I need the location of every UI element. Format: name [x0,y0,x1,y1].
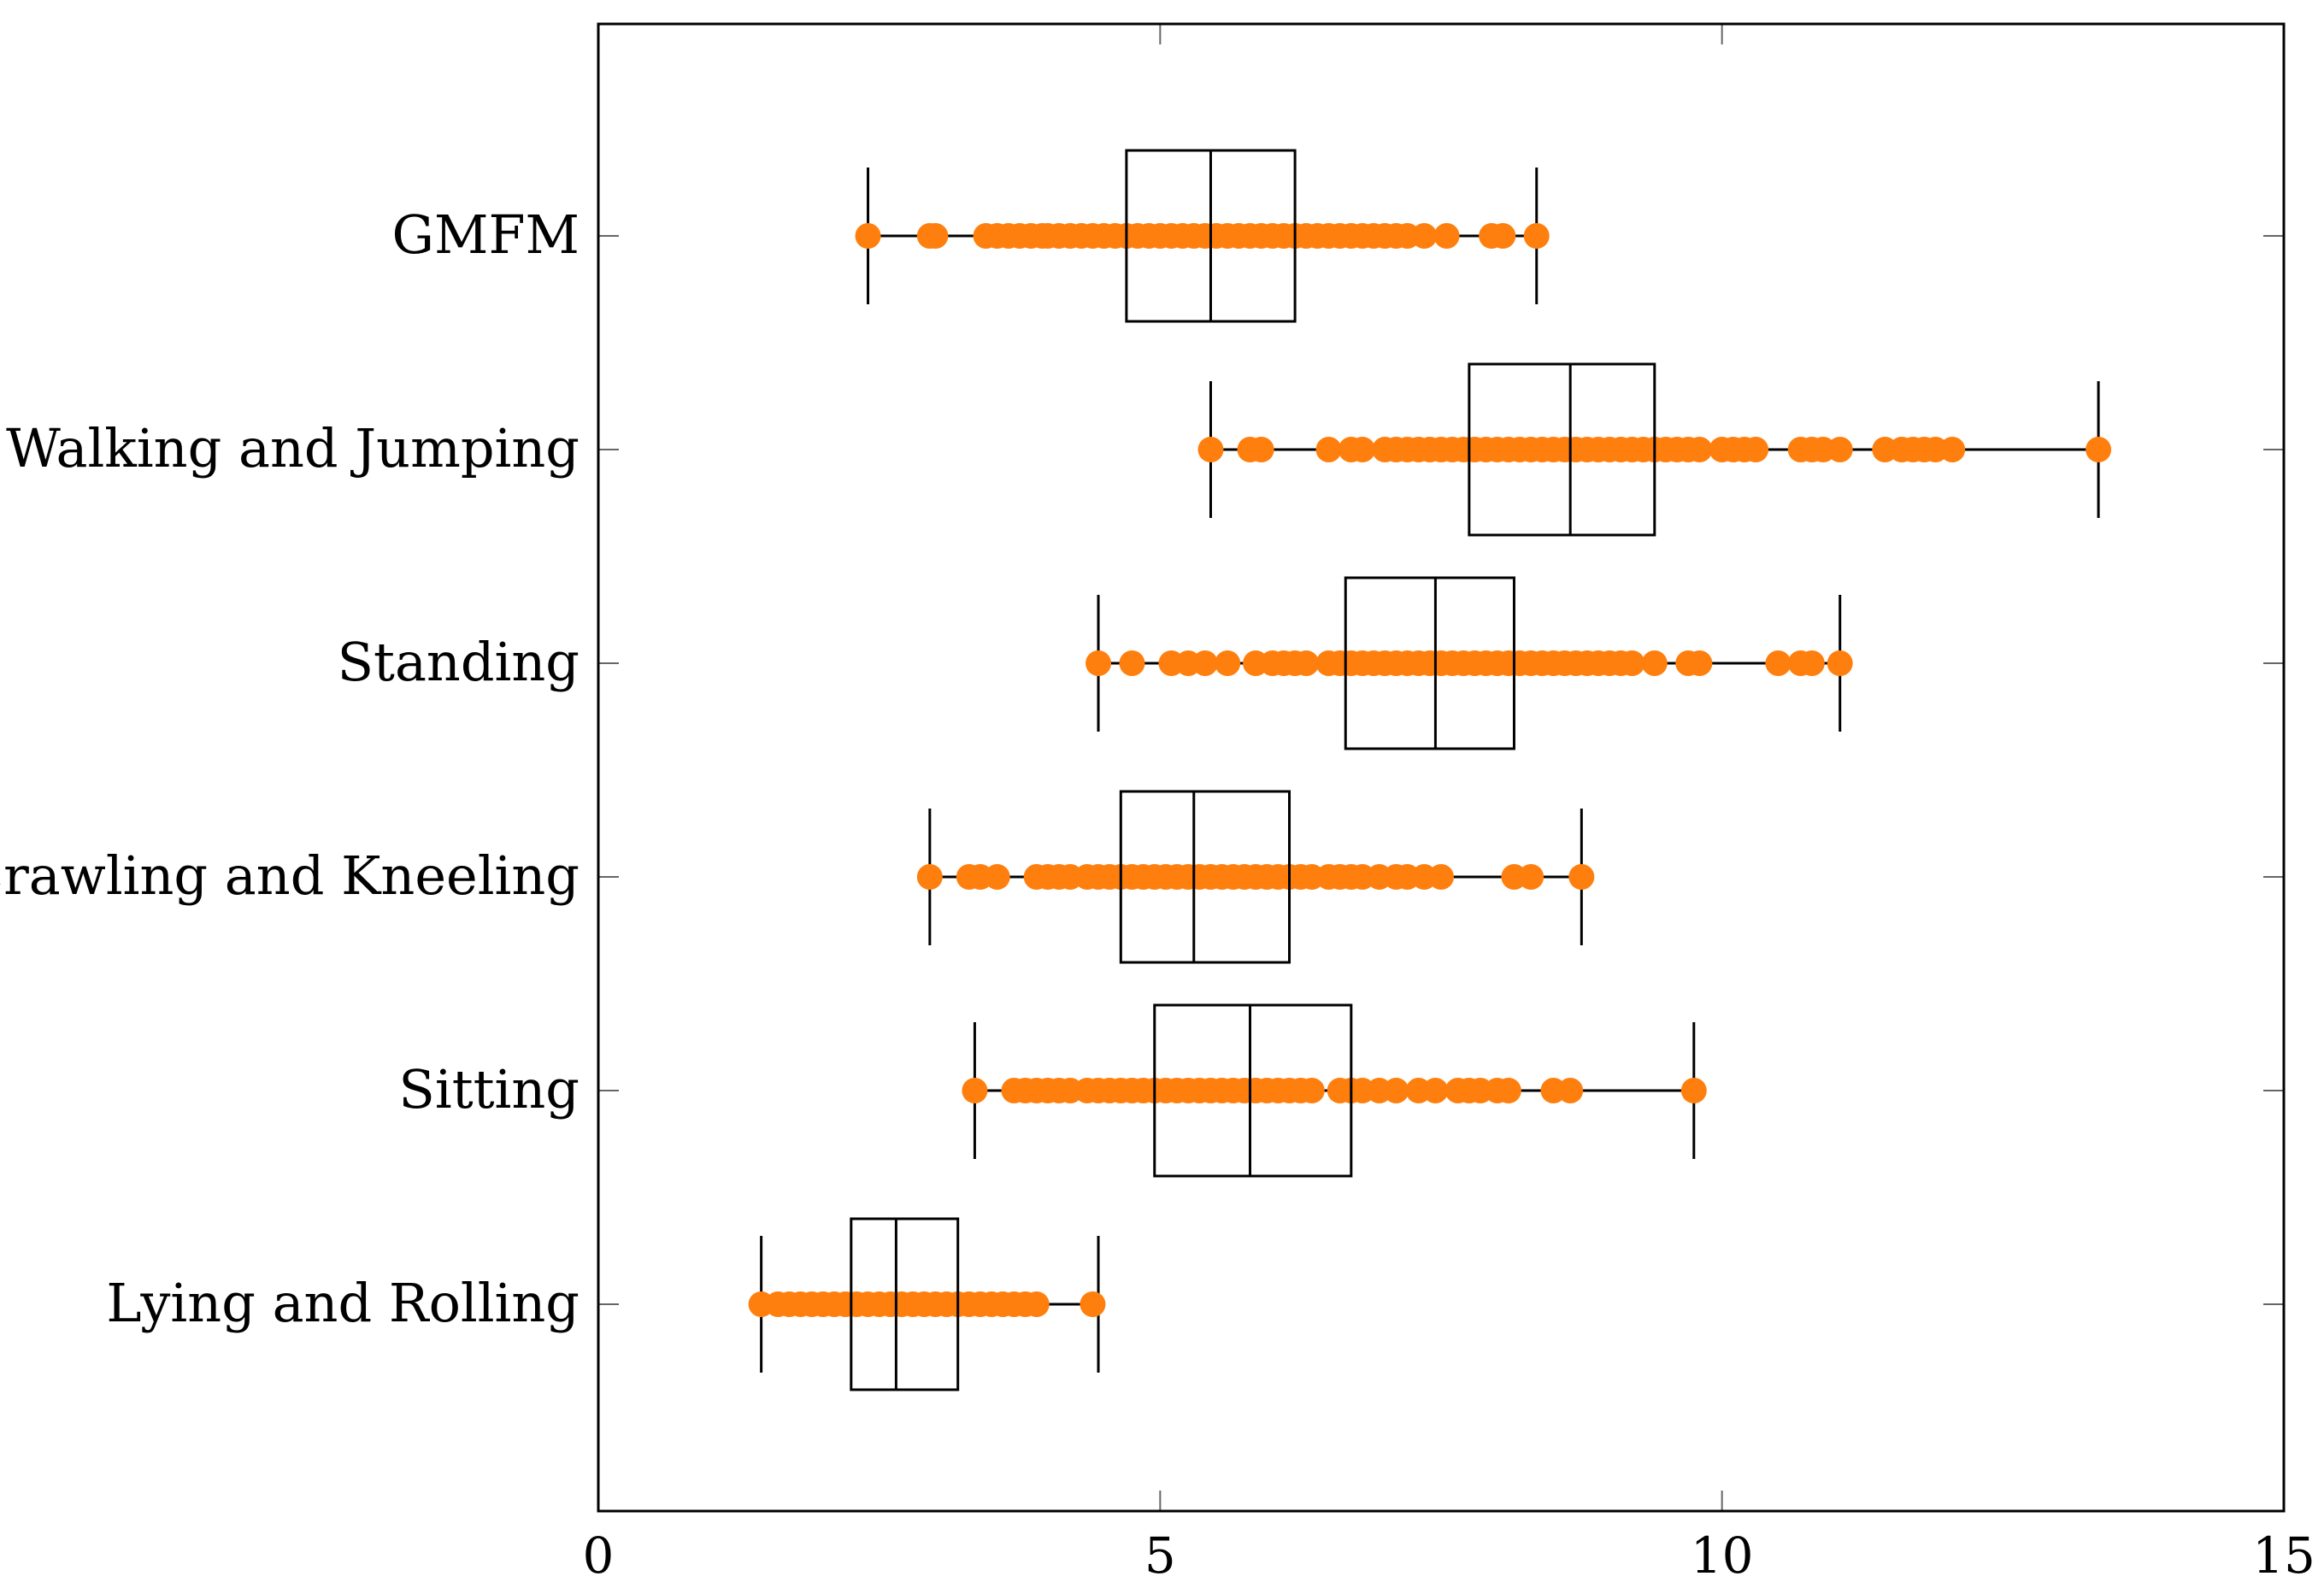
category-label: Sitting [398,1058,580,1120]
data-point [1349,437,1375,462]
data-point [1428,864,1454,890]
data-point [1248,437,1274,462]
box-group [916,790,1595,964]
data-point [1680,1078,1707,1103]
data-point [1119,650,1145,676]
data-point [1765,650,1792,676]
box-group [748,1217,1106,1391]
data-point [1490,223,1516,249]
data-point [1023,1291,1050,1317]
data-point [1523,223,1550,249]
data-point [984,864,1010,890]
data-point [1568,864,1595,890]
data-point [1827,437,1853,462]
data-point [1080,1291,1106,1317]
data-point [1298,1078,1325,1103]
data-point [1686,650,1713,676]
data-point [1315,437,1342,462]
box-group [962,1003,1707,1178]
data-point [1619,650,1645,676]
x-tick-label: 15 [2252,1526,2315,1585]
data-point [1939,437,1966,462]
data-point [1197,437,1224,462]
data-point [1641,650,1668,676]
iqr-box [1468,362,1656,537]
category-label: Walking and Jumping [6,417,580,479]
category-label: Crawling and Kneeling [0,844,580,907]
category-label: Standing [338,631,580,693]
data-point [1215,650,1241,676]
iqr-box [850,1217,960,1391]
category-label: Lying and Rolling [106,1272,580,1334]
data-point [2086,437,2112,462]
data-point [1557,1078,1584,1103]
data-point [1827,650,1853,676]
data-point [1086,650,1112,676]
data-point [1495,1078,1521,1103]
axis-labels: 0 5 10 15 GMFM Walking and Jumping Standing Cra… [0,203,2315,1585]
iqr-box [1153,1003,1353,1178]
iqr-box [1119,790,1291,964]
data-point [1383,1078,1409,1103]
iqr-box [1344,576,1515,750]
data-point [1743,437,1769,462]
box-group [1197,362,2112,537]
box-group [855,149,1550,323]
data-point [922,223,949,249]
data-point [1433,223,1460,249]
box-series [748,149,2112,1391]
x-tick-label: 10 [1691,1526,1754,1585]
data-point [1798,650,1825,676]
x-tick-label: 5 [1144,1526,1176,1585]
data-point [1191,650,1218,676]
plot-frame [597,22,2286,1513]
x-tick-label: 0 [583,1526,615,1585]
data-point [1518,864,1544,890]
data-point [916,864,943,890]
data-point [855,223,881,249]
category-label: GMFM [391,203,580,266]
data-point [962,1078,988,1103]
data-point [1293,650,1320,676]
data-point [1411,223,1438,249]
box-group [1086,576,1853,750]
data-point [1686,437,1713,462]
data-point [1422,1078,1449,1103]
